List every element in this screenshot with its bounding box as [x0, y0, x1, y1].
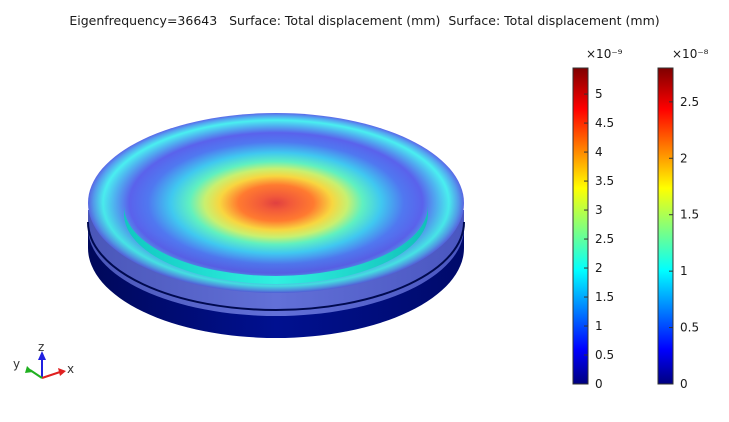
x-axis-arrow: [58, 368, 66, 376]
plot-title: Eigenfrequency=36643 Surface: Total disp…: [69, 13, 660, 28]
colorbar-2-tick-label: 2.5: [680, 95, 699, 109]
axis-triad[interactable]: z x y: [13, 340, 74, 379]
y-axis-label: y: [13, 357, 20, 371]
colorbar-2-tick-label: 1.5: [680, 208, 699, 222]
colorbar-2[interactable]: ×10⁻⁸ 0 0.5 1 1.5 2 2.5: [657, 47, 709, 391]
colorbar-1-tick-label: 5: [595, 87, 603, 101]
colorbar-2-exponent: ×10⁻⁸: [672, 47, 709, 61]
colorbar-1-tick-label: 1: [595, 319, 603, 333]
colorbar-1-tick-label: 1.5: [595, 290, 614, 304]
x-axis-label: x: [67, 362, 74, 376]
x-axis-line: [41, 371, 61, 379]
z-axis-arrow: [38, 351, 46, 360]
colorbar-2-ticks: 0 0.5 1 1.5 2 2.5: [669, 95, 699, 391]
colorbar-2-tick-label: 0.5: [680, 321, 699, 335]
colorbar-2-gradient: [657, 67, 674, 385]
colorbar-1-tick-label: 2.5: [595, 232, 614, 246]
colorbar-2-tick-label: 2: [680, 151, 688, 165]
colorbar-1-tick-label: 2: [595, 261, 603, 275]
colorbar-1-tick-label: 3.5: [595, 174, 614, 188]
colorbar-1-exponent: ×10⁻⁹: [586, 47, 623, 61]
disc-model[interactable]: [87, 113, 465, 338]
z-axis-label: z: [38, 340, 44, 354]
colorbar-1-ticks: 0 0.5 1 1.5 2 2.5 3 3.5 4 4.5 5: [584, 87, 614, 391]
colorbar-2-tick-label: 1: [680, 264, 688, 278]
colorbar-1[interactable]: ×10⁻⁹ 0 0.5 1 1.5 2 2.5 3 3.5 4 4.5 5: [572, 47, 623, 391]
colorbar-1-tick-label: 3: [595, 203, 603, 217]
colorbar-1-tick-label: 0.5: [595, 348, 614, 362]
colorbar-1-tick-label: 4: [595, 145, 603, 159]
disc-layer-seam: [87, 221, 465, 311]
colorbar-2-tick-label: 0: [680, 377, 688, 391]
colorbar-1-tick-label: 4.5: [595, 116, 614, 130]
y-axis-arrow: [25, 366, 33, 373]
colorbar-1-gradient: [572, 67, 589, 385]
colorbar-1-tick-label: 0: [595, 377, 603, 391]
